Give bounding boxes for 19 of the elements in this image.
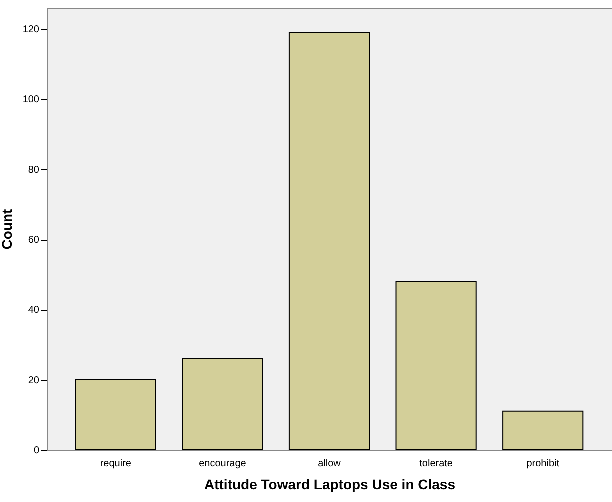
y-tick-label: 80 [28, 164, 40, 176]
x-axis-title: Attitude Toward Laptops Use in Class [204, 476, 456, 492]
x-tick-label: tolerate [420, 458, 454, 470]
y-tick-label: 0 [34, 446, 40, 456]
y-axis-title: Count [0, 208, 15, 250]
x-tick-label: require [100, 458, 132, 470]
x-tick-label: encourage [199, 458, 247, 470]
bar [182, 358, 264, 450]
y-tick-label: 100 [22, 94, 40, 106]
y-tick-label: 40 [28, 305, 40, 316]
x-tick-label: prohibit [526, 458, 560, 470]
bar [75, 379, 156, 450]
x-tick-label: allow [318, 458, 342, 470]
bar [396, 281, 477, 450]
y-tick-label: 60 [28, 235, 40, 246]
bar [288, 32, 370, 450]
y-tick-label: 20 [28, 375, 40, 386]
bar [502, 410, 584, 450]
y-tick-label: 120 [22, 24, 40, 36]
